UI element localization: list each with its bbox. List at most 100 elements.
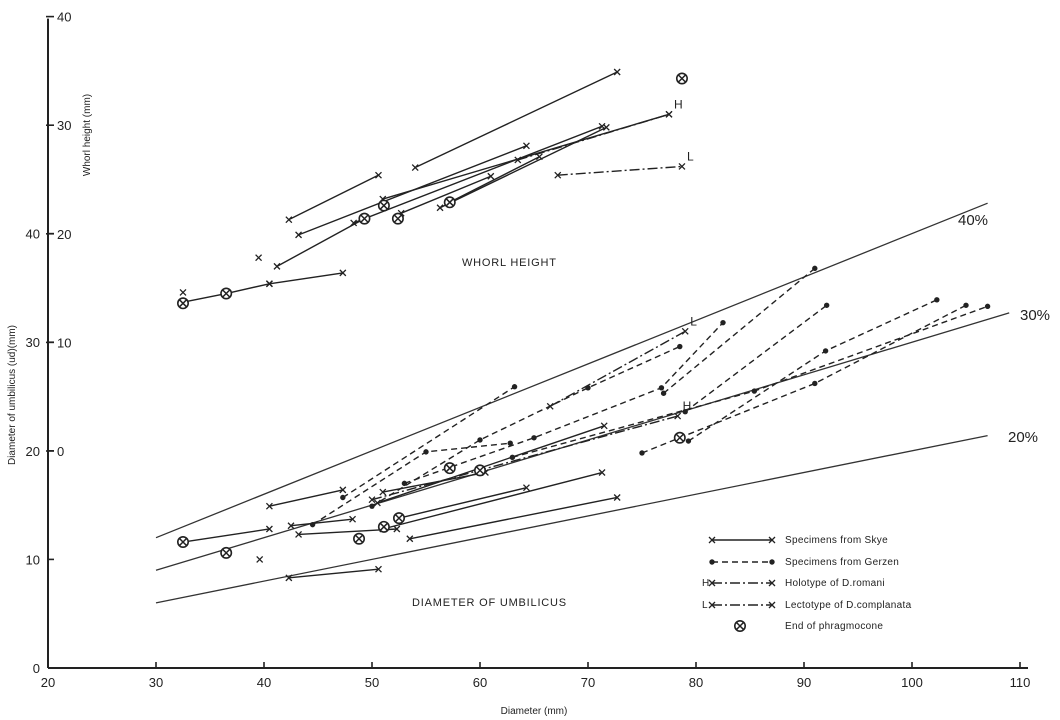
umbilicus-phragmocone-end-1-cross — [222, 548, 231, 557]
x-tick-label-7: 90 — [797, 675, 811, 690]
umbilicus-series-15-line — [663, 267, 816, 394]
reference-line-0 — [155, 202, 988, 539]
whorl-series-1 — [285, 171, 382, 224]
whorl-series-12-point-0 — [255, 254, 263, 262]
whorl-phragmocone-end-5-cross — [445, 198, 454, 207]
whorl-series-12 — [255, 254, 263, 262]
umbilicus-series-8-line — [377, 425, 605, 504]
whorl-phragmocone-end-6 — [675, 72, 688, 85]
umbilicus-phragmocone-end-6-cross — [475, 466, 485, 475]
whorl-series-14-line — [557, 165, 683, 176]
umbilicus-series-20: H — [368, 399, 691, 504]
y-tick-label-right-3: 30 — [57, 118, 71, 133]
umbilicus-phragmocone-end-7-cross — [675, 433, 684, 442]
whorl-phragmocone-end-4-cross — [393, 214, 402, 223]
umbilicus-series-16-point-0 — [682, 409, 688, 415]
x-tick-label-3: 50 — [365, 675, 379, 690]
whorl-series-5-line — [400, 175, 492, 214]
whorl-series-0-line — [414, 71, 618, 169]
umbilicus-series-8-point-1 — [600, 422, 608, 430]
whorl-phragmocone-end-6-cross — [677, 74, 686, 83]
ref-label-40: 40% — [958, 212, 988, 229]
umbilicus-series-12-point-3 — [677, 343, 683, 350]
umbilicus-phragmocone-end-0 — [177, 536, 190, 549]
whorl-phragmocone-end-0-cross — [178, 299, 188, 308]
whorl-phragmocone-end-1 — [220, 287, 233, 300]
umbilicus-series-14 — [401, 319, 726, 487]
legend-label-skye: Specimens from Skye — [785, 535, 888, 546]
umbilicus-series-18-point-0 — [639, 450, 645, 456]
umbilicus-series-19 — [509, 303, 991, 461]
umbilicus-series-7-line — [382, 471, 486, 493]
umbilicus-series-1-point-1 — [265, 525, 273, 533]
whorl-series-1-line — [288, 174, 379, 221]
umbilicus-series-4-point-1 — [598, 469, 606, 476]
umbilicus-series-21-marker-label: L — [690, 314, 697, 328]
x-tick-label-9: 110 — [1010, 675, 1031, 690]
legend-sample-0 — [708, 536, 776, 544]
y-tick-label-left-1: 10 — [26, 552, 40, 567]
umbilicus-series-12 — [369, 343, 683, 509]
whorl-series-4 — [379, 110, 673, 203]
umbilicus-series-13-line — [312, 442, 511, 526]
axes: 20 30 40 50 60 70 80 90 100 110 0 10 20 30 40 0 10 20 30 40 — [26, 10, 1031, 690]
umbilicus-series-13-point-1 — [423, 449, 429, 455]
annotation-whorl-height: WHORL HEIGHT — [462, 257, 557, 269]
umbilicus-series-10-point-0 — [256, 555, 264, 563]
whorl-series-3 — [350, 122, 606, 227]
whorl-series-14: L — [554, 149, 694, 179]
umbilicus-series-0-line — [269, 489, 343, 507]
legend-sample-start-3 — [708, 601, 716, 609]
legend-sample-1 — [709, 559, 775, 565]
whorl-series-6-point-1 — [602, 123, 610, 131]
umbilicus-phragmocone-end-2-cross — [355, 534, 364, 543]
whorl-series-14-marker-label: L — [687, 149, 694, 163]
whorl-series-13-point-0 — [514, 156, 522, 164]
x-axis-title: Diameter (mm) — [501, 706, 568, 717]
umbilicus-series-0-point-1 — [339, 486, 347, 494]
x-tick-label-5: 70 — [581, 675, 595, 690]
umbilicus-series-17 — [685, 297, 940, 444]
umbilicus-series-14-line — [404, 322, 724, 485]
data-series: H L H L — [177, 68, 991, 582]
legend-sample-start-1 — [709, 559, 715, 565]
whorl-series-13-point-1 — [665, 110, 673, 118]
whorl-series-9 — [265, 269, 347, 288]
umbilicus-series-14-point-2 — [658, 385, 665, 391]
umbilicus-series-3-point-1 — [393, 525, 401, 533]
legend-sample-end-3 — [768, 601, 776, 609]
umbilicus-series-20-point-0 — [368, 496, 376, 504]
legend-label-lectotype: Lectotype of D.complanata — [785, 600, 912, 611]
umbilicus-series-2-point-1 — [349, 515, 357, 523]
legend-sample-end-1 — [769, 559, 775, 565]
legend-label-gerzen: Specimens from Gerzen — [785, 557, 899, 568]
legend-label-phragmocone: End of phragmocone — [785, 621, 883, 632]
legend-sample-end-0 — [768, 536, 776, 544]
whorl-series-13-marker-label: H — [674, 97, 683, 111]
umbilicus-series-19-point-1 — [751, 388, 758, 394]
whorl-series-5-point-1 — [487, 172, 495, 180]
umbilicus-series-9-point-1 — [375, 565, 382, 573]
whorl-series-14-point-0 — [554, 171, 562, 179]
umbilicus-series-8 — [373, 422, 608, 507]
whorl-series-11 — [179, 288, 187, 296]
umbilicus-series-9-point-0 — [285, 574, 293, 582]
umbilicus-series-15-point-1 — [812, 265, 818, 272]
umbilicus-series-19-point-2 — [984, 303, 991, 310]
y-tick-label-left-4: 40 — [26, 227, 40, 242]
annotation-diameter-of-umbilicus: DIAMETER OF UMBILICUS — [412, 597, 567, 609]
umbilicus-series-15 — [660, 265, 818, 396]
y-tick-label-right-4: 40 — [57, 10, 71, 25]
umbilicus-phragmocone-end-6 — [473, 464, 486, 477]
umbilicus-series-21-point-1 — [681, 327, 689, 335]
whorl-series-5 — [397, 172, 495, 217]
umbilicus-series-7-point-0 — [379, 488, 387, 496]
whorl-series-9-point-1 — [339, 269, 347, 277]
umbilicus-series-6 — [406, 494, 621, 543]
umbilicus-phragmocone-end-3-cross — [379, 522, 388, 531]
whorl-phragmocone-end-2 — [358, 212, 371, 225]
whorl-series-0 — [411, 68, 621, 172]
whorl-series-2-point-1 — [522, 142, 530, 150]
umbilicus-series-6-point-1 — [613, 494, 621, 501]
legend-prefix-lectotype: L — [702, 600, 708, 611]
